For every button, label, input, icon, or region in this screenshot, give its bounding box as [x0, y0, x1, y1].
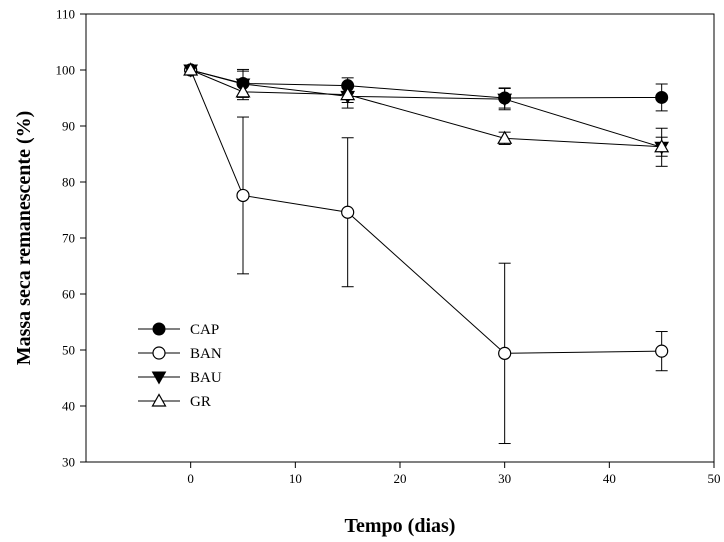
y-axis-title: Massa seca remanescente (%) — [13, 111, 35, 366]
data-point-cap — [655, 90, 669, 104]
y-tick-label: 90 — [62, 119, 75, 134]
x-tick-label: 40 — [603, 471, 616, 486]
legend-label-cap: CAP — [190, 322, 219, 338]
data-point-gr — [497, 130, 513, 144]
legend-item-cap: CAP — [138, 322, 219, 338]
x-tick-label: 30 — [498, 471, 511, 486]
data-point-ban — [498, 346, 512, 360]
y-tick-label: 30 — [62, 455, 75, 470]
data-point-gr — [235, 84, 251, 98]
legend-item-gr: GR — [138, 393, 211, 410]
y-tick-label: 110 — [56, 7, 75, 22]
x-axis-title: Tempo (dias) — [345, 515, 456, 537]
x-tick-label: 0 — [187, 471, 194, 486]
plot-frame — [85, 13, 715, 463]
series-line-gr — [190, 69, 662, 148]
legend-marker-cap — [152, 322, 166, 336]
data-point-ban — [655, 344, 669, 358]
legend-item-bau: BAU — [138, 370, 222, 386]
y-tick-label: 100 — [56, 63, 76, 78]
y-tick-label: 70 — [62, 231, 75, 246]
x-tick-label: 50 — [708, 471, 721, 486]
legend-marker-gr — [151, 393, 167, 407]
legend-label-ban: BAN — [190, 346, 222, 362]
data-point-ban — [236, 188, 250, 203]
series-line-cap — [190, 69, 662, 99]
series-line-bau — [190, 69, 662, 148]
legend-label-gr: GR — [190, 394, 211, 410]
series-ban — [184, 63, 669, 445]
y-tick-label: 50 — [62, 343, 75, 358]
legend-item-ban: BAN — [138, 346, 222, 362]
legend-marker-ban — [152, 346, 166, 360]
legend-marker-bau — [151, 371, 167, 385]
data-point-bau — [497, 93, 513, 107]
data-point-gr — [183, 62, 199, 76]
y-tick-label: 60 — [62, 287, 75, 302]
x-tick-label: 10 — [289, 471, 302, 486]
axis-ticks: 0 10 20 30 40 50 30 40 50 60 70 80 90 100 110 — [56, 7, 721, 487]
data-point-ban — [341, 205, 355, 219]
x-tick-label: 20 — [394, 471, 407, 486]
y-tick-label: 80 — [62, 175, 75, 190]
legend-label-bau: BAU — [190, 370, 222, 386]
series-line-ban — [190, 69, 662, 354]
series-bau — [183, 64, 670, 167]
y-tick-label: 40 — [62, 399, 75, 414]
series-cap — [184, 63, 669, 112]
data-point-gr — [340, 86, 356, 101]
legend: CAP BAN BAU GR — [138, 322, 222, 410]
data-point-gr — [654, 139, 670, 153]
series-gr — [183, 62, 670, 157]
series-layer — [183, 62, 670, 445]
